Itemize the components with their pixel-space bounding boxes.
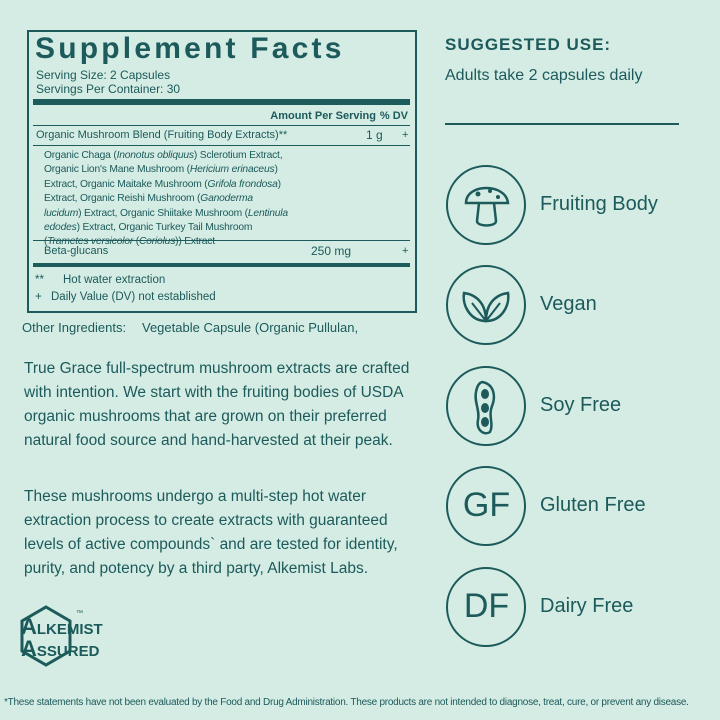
logo-word: SSURED <box>36 643 100 660</box>
suggested-use-title: SUGGESTED USE: <box>445 35 612 54</box>
row-name: Beta-glucans <box>44 245 109 257</box>
rule <box>33 240 410 241</box>
divider <box>445 123 679 125</box>
icon-text: DF <box>463 587 510 625</box>
logo-hexagon <box>20 605 72 667</box>
thick-rule <box>33 99 410 105</box>
suggested-use-text: Adults take 2 capsules daily <box>445 67 643 84</box>
other-ingredients-label: Other Ingredients: <box>22 320 127 335</box>
icon-circle <box>446 466 526 546</box>
disclaimer: *These statements have not been evaluate… <box>4 697 689 708</box>
icon-text: GF <box>462 486 511 524</box>
logo-line: ALKEMIST <box>21 614 103 640</box>
soy-icon <box>474 380 496 435</box>
row-name: Organic Mushroom Blend (Fruiting Body Ex… <box>36 129 288 141</box>
icon-circle <box>446 567 526 647</box>
logo-initial: A <box>21 636 37 661</box>
blend-text: )) Extract <box>175 236 215 248</box>
latin-name: Hericium erinaceus <box>189 164 275 176</box>
blend-text: ) Extract, Organic Reishi Mushroom ( <box>44 178 281 205</box>
logo-initial: A <box>21 614 37 639</box>
row-dv: + <box>402 129 409 141</box>
icon-circle <box>446 366 526 446</box>
leaves-icon <box>462 291 510 323</box>
feature-label: Fruiting Body <box>540 193 658 215</box>
feature-label: Dairy Free <box>540 595 634 617</box>
blend-text: ( <box>133 236 139 248</box>
icon-circle <box>446 165 526 245</box>
blend-text: ) Sclerotium Extract, Organic Lion's Man… <box>44 150 283 176</box>
logo-word: LKEMIST <box>36 621 103 638</box>
row-dv: + <box>402 245 409 257</box>
dv-header: % DV <box>379 110 408 122</box>
blend-text: ) Extract, Organic Shiitake Mushroom ( <box>78 207 248 219</box>
rule <box>33 145 410 146</box>
latin-name: Inonotus obliquus <box>116 150 195 161</box>
footnote-symbol: + <box>35 291 42 303</box>
facts-box <box>27 30 417 313</box>
mushroom-icon <box>464 186 510 227</box>
serving-size: Serving Size: 2 Capsules <box>36 68 171 82</box>
servings-per-container: Servings Per Container: 30 <box>36 82 181 96</box>
footnote-text: Daily Value (DV) not established <box>51 291 216 303</box>
paragraph: True Grace full-spectrum mushroom extrac… <box>24 360 410 449</box>
blend-text: ) Extract, Organic Maitake Mushroom ( <box>44 164 278 190</box>
paragraph: These mushrooms undergo a multi-step hot… <box>24 488 398 577</box>
icon-circle <box>446 265 526 345</box>
logo-line: ASSURED <box>21 636 99 662</box>
thick-rule <box>33 263 410 267</box>
footnote-text: Hot water extraction <box>63 274 166 286</box>
rule <box>33 125 410 126</box>
latin-name: Grifola frondosa <box>207 178 278 190</box>
other-ingredients-text: Vegetable Capsule (Organic Pullulan, <box>142 320 359 335</box>
blend-text: Organic Chaga ( <box>44 150 117 161</box>
amount-header: Amount Per Serving <box>270 110 376 122</box>
blend-text: ) Extract, Organic Turkey Tail Mushroom … <box>44 222 253 248</box>
trademark: ™ <box>76 610 83 617</box>
feature-label: Soy Free <box>540 394 622 416</box>
latin-name: Ganoderma lucidum <box>44 193 253 219</box>
latin-name: Lentinula edodes <box>44 207 288 234</box>
row-amount: 250 mg <box>311 244 352 258</box>
feature-label: Vegan <box>540 293 597 315</box>
footnote-symbol: ** <box>35 274 44 286</box>
blend-ingredients: Organic Chaga (Inonotus obliquus) Sclero… <box>44 149 292 250</box>
row-amount: 1 g <box>366 128 383 142</box>
feature-label: Gluten Free <box>540 494 646 516</box>
latin-name: Coriolus <box>138 236 176 248</box>
latin-name: Trametes versicolor <box>47 236 134 248</box>
facts-title: Supplement Facts <box>35 32 345 65</box>
logo-badge <box>20 605 72 667</box>
